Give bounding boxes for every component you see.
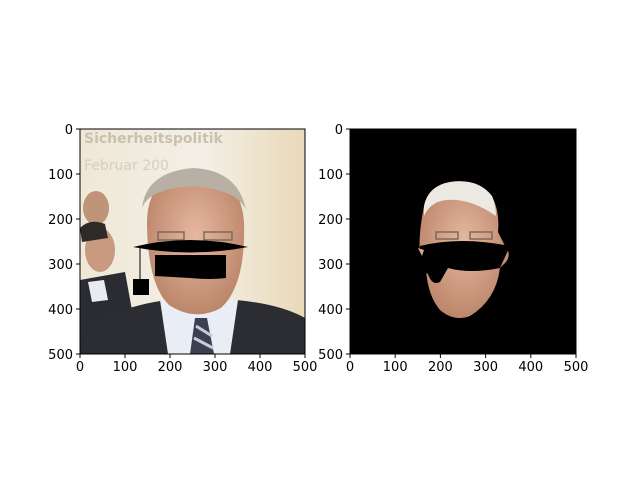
- left-x-tick-label: 0: [76, 360, 84, 375]
- left-panel-frame: [79, 128, 306, 355]
- segmented-hair: [424, 181, 496, 216]
- right-panel-frame: [349, 128, 577, 355]
- background-banner-text: Sicherheitspolitik: [84, 131, 224, 147]
- background-person-hair: [80, 221, 108, 242]
- right-y-tick-label: 300: [318, 258, 343, 273]
- right-y-tick-label: 500: [318, 348, 343, 363]
- left-y-tick-label: 500: [48, 348, 73, 363]
- left-x-tick-label: 300: [203, 360, 228, 375]
- background-date-text: Februar 200: [84, 158, 169, 174]
- right-x-tick-label: 300: [473, 360, 498, 375]
- subject-hair: [142, 168, 246, 210]
- left-image-panel: Sicherheitspolitik Februar 200 0 100 200 30: [48, 123, 317, 375]
- left-x-tick-label: 200: [158, 360, 183, 375]
- right-y-tick-label: 400: [318, 303, 343, 318]
- background-person-shirt: [88, 280, 108, 302]
- left-x-tick-label: 100: [113, 360, 138, 375]
- mask-shape-mouth: [155, 255, 226, 279]
- left-x-tick-label: 500: [293, 360, 318, 375]
- right-x-tick-label: 100: [383, 360, 408, 375]
- left-y-tick-label: 100: [48, 168, 73, 183]
- segmented-photo: [350, 129, 576, 354]
- right-y-tick-label: 0: [335, 123, 343, 138]
- right-y-tick-label: 200: [318, 213, 343, 228]
- right-x-tick-label: 400: [518, 360, 543, 375]
- right-x-tick-label: 500: [564, 360, 589, 375]
- left-y-tick-label: 300: [48, 258, 73, 273]
- left-y-tick-label: 400: [48, 303, 73, 318]
- subject-tie-stripes: [193, 324, 214, 350]
- right-x-tick-label: 0: [346, 360, 354, 375]
- segmented-ear-fragment: [418, 248, 424, 256]
- mask-shape-upper: [133, 240, 248, 253]
- segmented-glasses: [435, 231, 493, 240]
- background-person-head: [83, 191, 109, 225]
- left-y-tick-label: 200: [48, 213, 73, 228]
- right-y-tick-label: 100: [318, 168, 343, 183]
- mask-shape-square: [133, 279, 149, 295]
- left-y-tick-label: 0: [65, 123, 73, 138]
- subject-glasses: [157, 231, 233, 241]
- segmented-mask: [418, 241, 510, 283]
- left-x-tick-label: 400: [248, 360, 273, 375]
- right-x-tick-label: 200: [428, 360, 453, 375]
- photo: Sicherheitspolitik Februar 200: [80, 129, 305, 354]
